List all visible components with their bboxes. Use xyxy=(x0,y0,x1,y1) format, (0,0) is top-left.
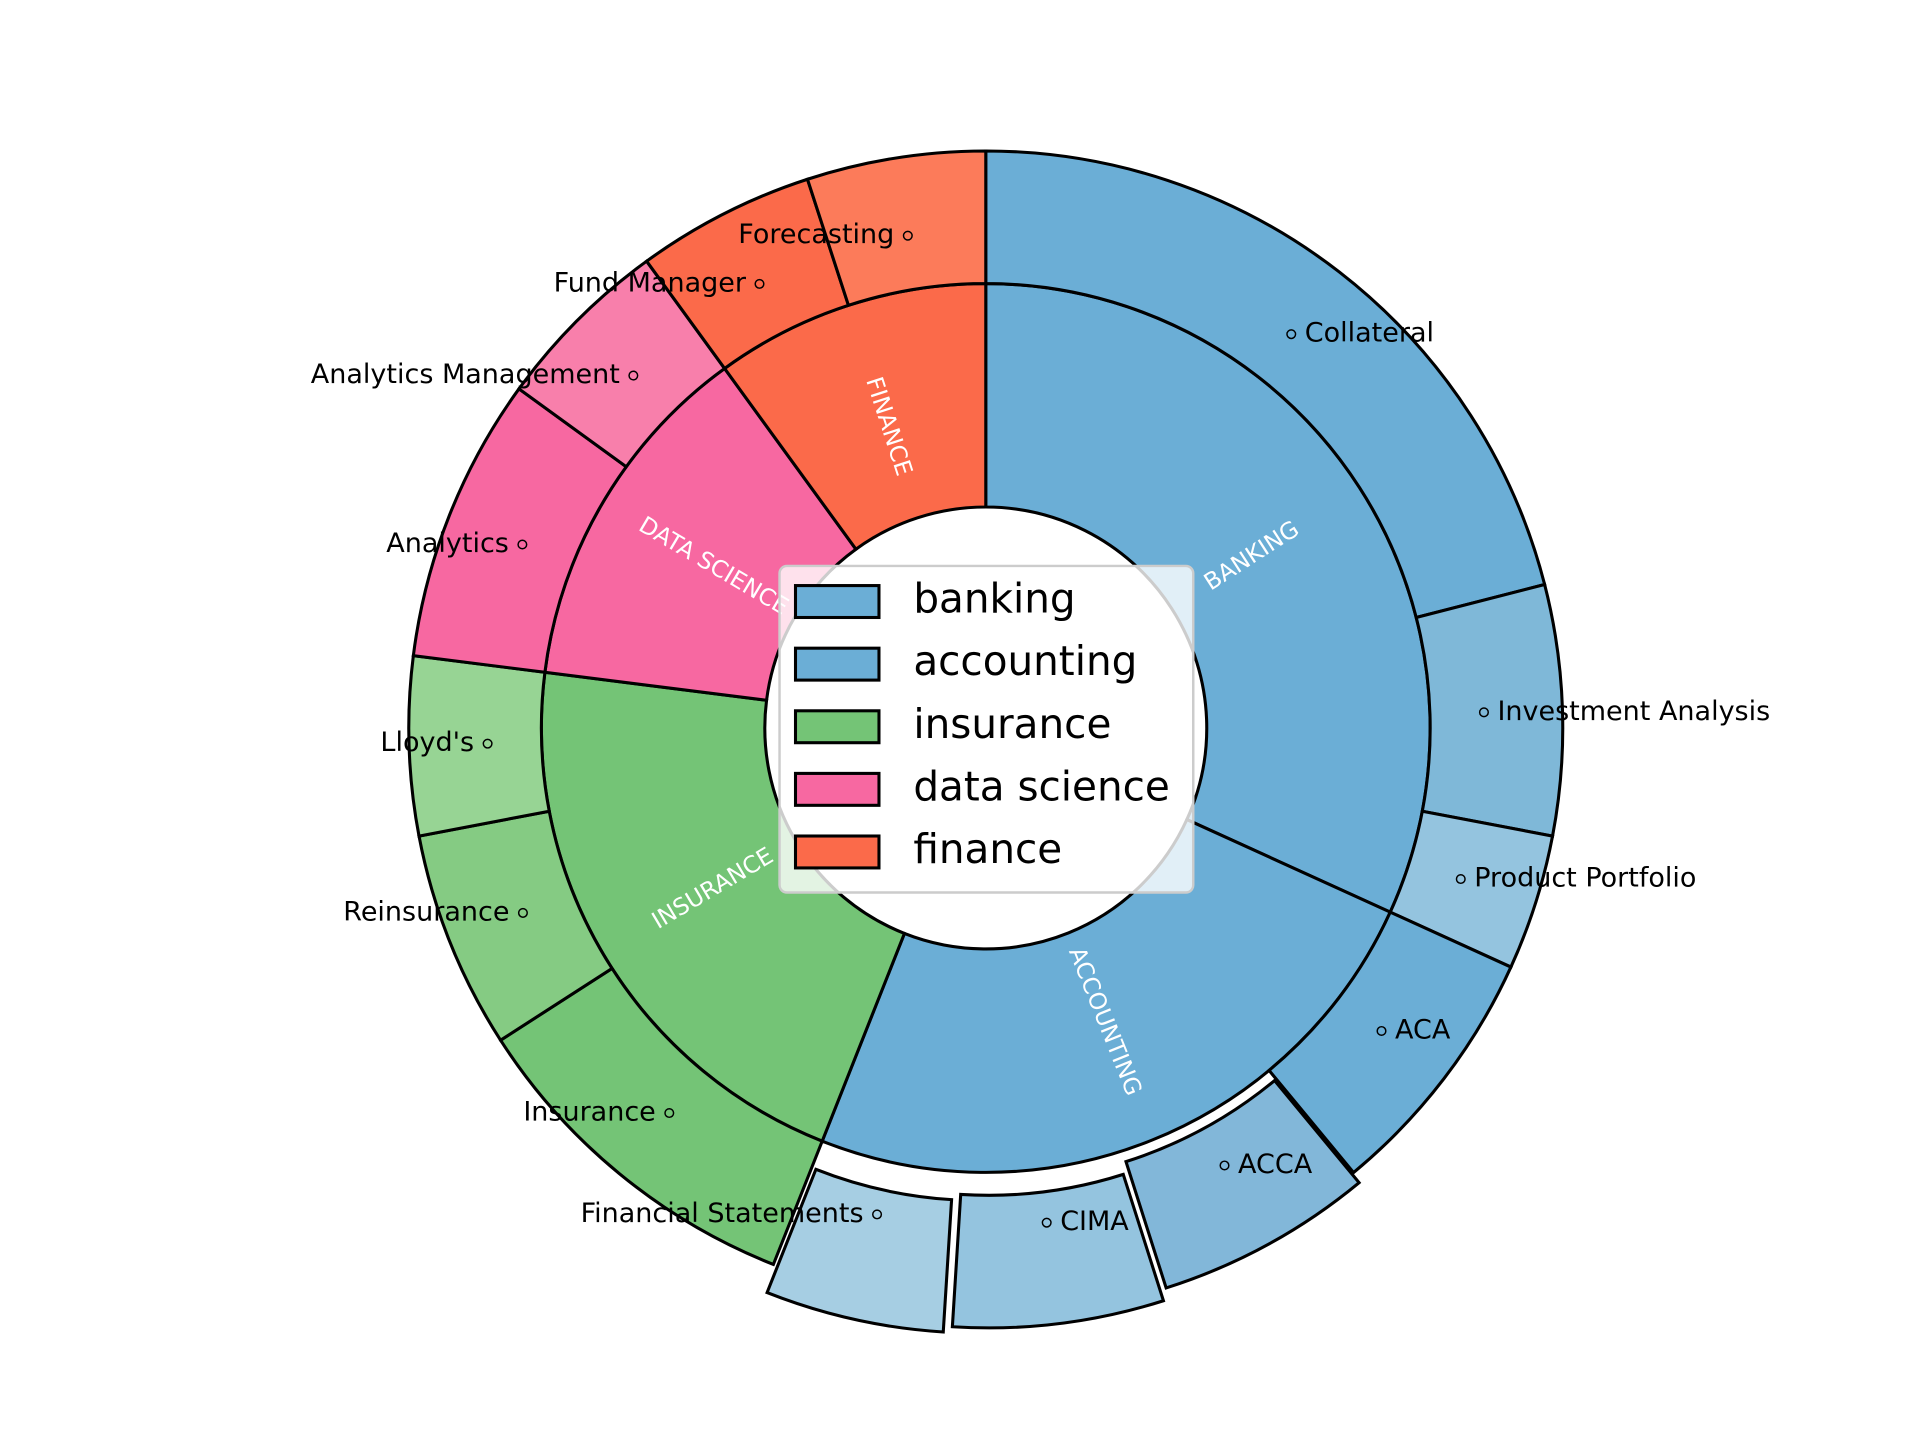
label-marker xyxy=(1455,873,1466,885)
legend-swatch xyxy=(793,584,881,620)
outer-label: CIMA xyxy=(1060,1206,1129,1237)
outer-wedge xyxy=(805,149,988,308)
outer-label: Product Portfolio xyxy=(1474,863,1696,894)
wedges xyxy=(407,149,1565,1334)
label-marker xyxy=(1286,329,1297,340)
outer-label: Analytics xyxy=(386,528,509,559)
legend-swatch xyxy=(793,771,881,807)
outer-label: ACCA xyxy=(1238,1149,1313,1180)
legend-label: insurance xyxy=(913,700,1111,748)
legend-box xyxy=(778,564,1195,894)
outer-label: ACA xyxy=(1395,1014,1451,1045)
outer-wedge xyxy=(984,149,1547,620)
outer-label: Lloyd's xyxy=(380,727,474,758)
outer-label: Collateral xyxy=(1305,318,1434,349)
outer-wedge xyxy=(765,1167,954,1334)
legend-label: banking xyxy=(913,575,1075,623)
outer-label: Investment Analysis xyxy=(1497,696,1770,727)
label-marker xyxy=(664,1107,675,1119)
label-marker xyxy=(482,738,493,749)
legend-label: data science xyxy=(913,762,1169,810)
outer-label: Reinsurance xyxy=(343,896,509,927)
legend-swatch xyxy=(793,709,881,745)
outer-wedge xyxy=(1266,910,1513,1175)
label-marker xyxy=(1478,707,1489,718)
legend-swatch xyxy=(793,646,881,682)
outer-label: Insurance xyxy=(523,1097,655,1128)
outer-wedge xyxy=(950,1172,1166,1330)
legend-swatch xyxy=(793,834,881,870)
outer-label: Analytics Management xyxy=(311,359,620,390)
outer-wedge xyxy=(1124,1078,1362,1290)
outer-label: Fund Manager xyxy=(554,267,747,298)
legend-label: accounting xyxy=(913,637,1137,685)
legend-label: finance xyxy=(913,825,1062,873)
label-marker xyxy=(1219,1160,1230,1171)
label-marker xyxy=(1376,1025,1387,1037)
label-marker xyxy=(872,1209,883,1220)
label-marker xyxy=(902,230,913,241)
label-marker xyxy=(628,370,639,381)
legend: banking accounting insurance data science fi… xyxy=(778,564,1195,894)
outer-label: Forecasting xyxy=(738,219,894,250)
label-marker xyxy=(517,539,528,550)
label-marker xyxy=(517,907,528,918)
outer-label: Financial Statements xyxy=(581,1198,864,1229)
label-marker xyxy=(754,278,765,289)
label-marker xyxy=(1041,1217,1052,1228)
